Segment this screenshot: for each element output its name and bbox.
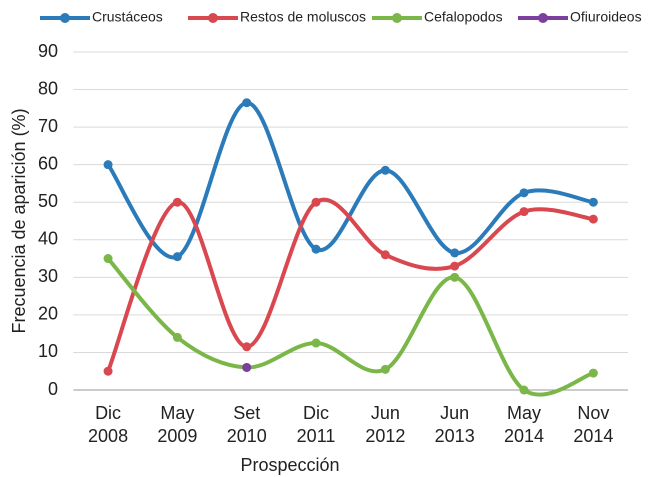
- x-tick-label-line: Dic: [95, 403, 121, 423]
- legend-marker: [538, 13, 548, 23]
- data-point: [519, 385, 529, 395]
- x-tick-label-line: 2010: [227, 426, 267, 446]
- x-tick-label: Jun 2012: [365, 403, 405, 446]
- x-tick-label: Dic 2011: [297, 403, 336, 446]
- x-tick-label: Jun 2013: [435, 403, 475, 446]
- x-tick-label-line: 2014: [504, 426, 544, 446]
- x-tick-label: May 2014: [504, 403, 544, 446]
- x-tick-label-line: 2013: [435, 426, 475, 446]
- x-tick-label-line: Jun: [440, 403, 469, 423]
- x-tick-label: May 2009: [157, 403, 197, 446]
- data-point: [242, 342, 252, 352]
- data-point: [311, 197, 321, 207]
- data-point: [380, 165, 390, 175]
- x-tick-label-line: Dic: [303, 403, 329, 423]
- series-line: [106, 257, 595, 397]
- x-tick-label-line: May: [160, 403, 194, 423]
- data-point: [103, 366, 113, 376]
- y-tick-label: 10: [38, 341, 58, 361]
- x-tick-label: Dic 2008: [88, 403, 128, 446]
- legend-marker: [392, 13, 402, 23]
- data-point: [172, 332, 182, 342]
- x-tick-label-line: Jun: [371, 403, 400, 423]
- y-axis-label: Frecuencia de aparición (%): [9, 108, 29, 333]
- x-tick-label-line: 2014: [573, 426, 613, 446]
- data-point: [519, 188, 529, 198]
- x-tick-label: Nov 2014: [573, 403, 613, 446]
- data-point: [103, 160, 113, 170]
- x-tick-label-line: Nov: [577, 403, 609, 423]
- legend-marker: [60, 13, 70, 23]
- y-tick-label: 60: [38, 153, 58, 173]
- data-point: [450, 248, 460, 258]
- x-tick-label-line: 2011: [297, 426, 336, 446]
- series-line: [106, 100, 594, 260]
- data-point: [588, 197, 598, 207]
- y-tick-label: 80: [38, 78, 58, 98]
- y-tick-label: 20: [38, 304, 58, 324]
- data-point: [588, 368, 598, 378]
- y-tick-label: 50: [38, 191, 58, 211]
- series-line: [106, 197, 594, 372]
- data-point: [450, 272, 460, 282]
- legend-marker: [208, 13, 218, 23]
- y-tick-label: 40: [38, 229, 58, 249]
- data-point: [242, 98, 252, 108]
- x-axis-label: Prospección: [240, 455, 339, 475]
- x-tick-label-line: 2008: [88, 426, 128, 446]
- data-point: [380, 364, 390, 374]
- data-point: [242, 362, 252, 372]
- x-tick-label-line: 2012: [365, 426, 405, 446]
- data-point: [450, 261, 460, 271]
- data-point: [172, 252, 182, 262]
- data-point: [172, 197, 182, 207]
- data-point: [311, 338, 321, 348]
- y-tick-label: 0: [48, 379, 58, 399]
- y-tick-label: 90: [38, 41, 58, 61]
- legend-label: Restos de moluscos: [240, 9, 366, 25]
- x-tick-label: Set 2010: [227, 403, 267, 446]
- legend-label: Crustáceos: [92, 9, 163, 25]
- x-tick-label-line: May: [507, 403, 541, 423]
- y-tick-label: 30: [38, 266, 58, 286]
- data-point: [311, 244, 321, 254]
- x-tick-label-line: 2009: [157, 426, 197, 446]
- data-point: [519, 207, 529, 217]
- legend-label: Cefalopodos: [424, 9, 503, 25]
- data-point: [588, 214, 598, 224]
- x-tick-label-line: Set: [233, 403, 260, 423]
- data-point: [380, 250, 390, 260]
- legend-label: Ofiuroideos: [570, 9, 642, 25]
- data-point: [103, 254, 113, 264]
- y-tick-label: 70: [38, 116, 58, 136]
